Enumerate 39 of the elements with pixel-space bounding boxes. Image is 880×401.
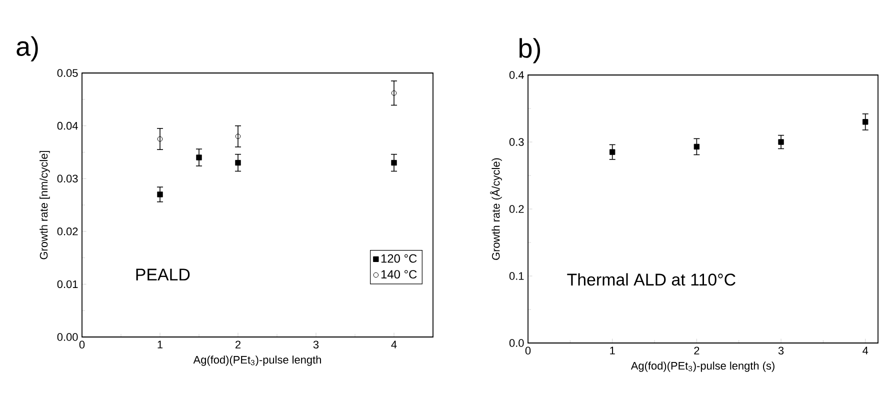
x-tick-label: 0 [79, 340, 85, 349]
x-tick-label: 1 [610, 346, 615, 354]
y-tick-label: 0.1 [509, 272, 524, 280]
point [235, 160, 241, 166]
legend-label: 140 °C [381, 270, 417, 279]
point [610, 149, 616, 155]
y-tick-label: 0.2 [509, 205, 524, 213]
annotation: Thermal ALD at 110°C [567, 273, 736, 286]
x-tick-label: 1 [158, 340, 163, 348]
point [694, 144, 700, 150]
y-tick-label: 0.4 [509, 71, 524, 79]
x-axis-title: Ag(fod)(PEt$_{3}$)-pulse length (s) [630, 362, 774, 372]
x-axis-title: Ag(fod)(PEt$_{3}$)-pulse length [193, 356, 321, 366]
x-tick-label: 3 [313, 340, 319, 349]
annotation: PEALD [136, 268, 190, 280]
point [157, 192, 163, 198]
x-tick-label: 2 [236, 340, 240, 348]
x-tick-label: 2 [694, 346, 700, 354]
y-tick-label: 0.01 [57, 280, 78, 288]
y-tick-label: 0.0 [509, 339, 524, 347]
x-tick-label: 0 [525, 346, 531, 355]
x-tick-label: 4 [862, 346, 868, 354]
y-tick-label: 0.02 [57, 228, 78, 236]
y-tick-label: 0.3 [509, 138, 524, 146]
chart-title: a) [16, 36, 38, 62]
y-tick-label: 0.00 [57, 333, 78, 341]
y-axis-title: Growth rate [nm/cycle] [40, 150, 50, 260]
y-tick-label: 0.04 [57, 122, 78, 130]
point [778, 139, 784, 145]
point [391, 160, 397, 166]
chart-title: b) [520, 38, 540, 64]
x-tick-label: 4 [391, 340, 397, 348]
y-tick-label: 0.03 [57, 174, 78, 182]
x-tick-label: 3 [778, 346, 784, 355]
point [196, 154, 202, 160]
point [862, 119, 868, 125]
y-axis-title: Growth rate (Å/cycle) [490, 158, 502, 260]
legend-label: 120 °C [381, 254, 417, 263]
y-tick-label: 0.05 [57, 69, 78, 77]
